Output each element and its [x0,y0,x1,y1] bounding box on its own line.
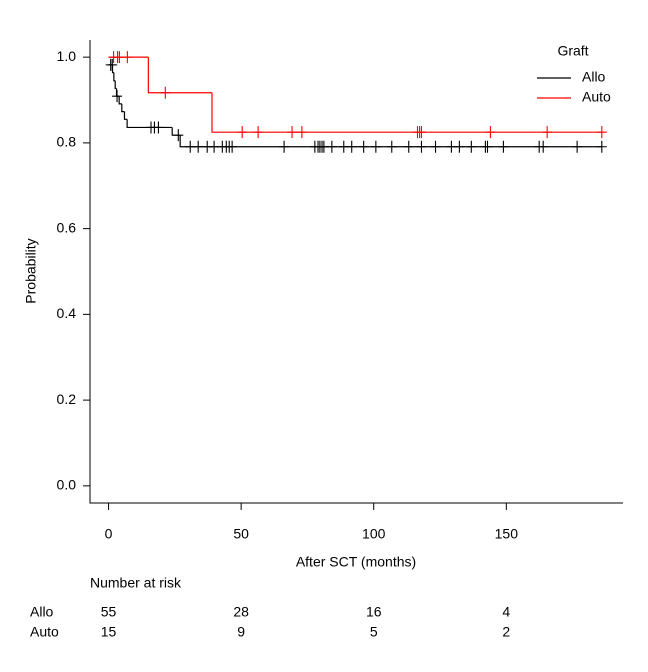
risk-row-label: Allo [30,604,54,620]
censor-mark [160,86,171,99]
risk-table-title: Number at risk [90,575,182,591]
censor-mark [370,140,381,153]
risk-count: 55 [101,604,117,620]
y-axis-label: Probability [23,238,39,303]
survival-step [113,72,116,82]
censor-mark [287,126,298,139]
y-tick-label: 0.4 [57,305,77,321]
censor-mark [466,140,477,153]
risk-count: 16 [366,604,382,620]
censor-mark [542,126,553,139]
x-axis-label: After SCT (months) [296,554,416,570]
axis-frame [89,40,623,504]
survival-step [211,92,602,133]
risk-count: 28 [233,604,249,620]
censor-mark [538,140,549,153]
risk-count: 15 [101,624,117,640]
risk-count: 5 [370,624,378,640]
censor-mark [107,58,118,71]
censor-mark [326,140,337,153]
censor-mark [572,140,583,153]
risk-count: 9 [237,624,245,640]
censor-mark [485,126,496,139]
censor-mark [416,140,427,153]
censor-mark [253,126,264,139]
censor-mark [237,126,248,139]
y-tick-label: 0.2 [57,391,77,407]
censor-mark [153,121,164,134]
censor-mark [122,51,133,64]
x-tick-label: 150 [495,526,519,542]
survival-step [147,57,212,94]
risk-count: 2 [502,624,510,640]
censor-mark [227,140,238,153]
censor-mark [173,129,184,142]
survival-step [118,96,122,105]
legend-title: Graft [557,43,588,59]
x-tick-label: 100 [362,526,386,542]
censor-mark [112,90,123,103]
survival-step [114,80,117,90]
y-tick-label: 1.0 [57,48,77,64]
y-tick-label: 0.6 [57,219,77,235]
survival-step [179,135,602,148]
censor-mark [358,140,369,153]
survival-step [126,119,173,129]
x-tick-label: 0 [105,526,113,542]
censor-mark [193,140,204,153]
survival-step [171,127,181,136]
censor-mark [279,140,290,153]
censor-mark [482,140,493,153]
censor-mark [346,140,357,153]
censor-mark [386,140,397,153]
censor-mark [596,126,607,139]
censor-mark [416,126,427,139]
censor-mark [454,140,465,153]
survival-step [121,103,125,113]
risk-count: 4 [502,604,510,620]
y-tick-label: 0.0 [57,477,77,493]
survival-step [123,111,128,120]
censor-mark [296,126,307,139]
censor-mark [430,140,441,153]
y-tick-label: 0.8 [57,134,77,150]
legend-label: Auto [582,89,611,105]
censor-mark [403,140,414,153]
censor-mark [596,140,607,153]
x-tick-label: 50 [233,526,249,542]
censor-mark [498,140,509,153]
legend-label: Allo [582,69,606,85]
risk-row-label: Auto [30,624,59,640]
